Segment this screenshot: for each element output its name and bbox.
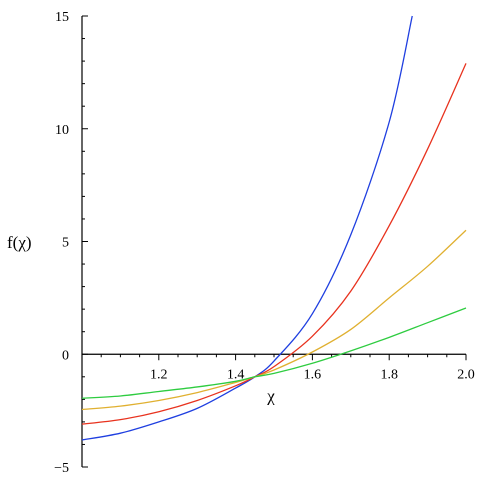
y-tick-label: 10 (55, 123, 69, 138)
x-tick-label: 2.0 (457, 367, 475, 382)
x-tick-label: 1.8 (380, 367, 398, 382)
series-line-1 (81, 15, 413, 441)
series-line-2 (81, 63, 467, 425)
y-axis-label: f(χ) (7, 233, 32, 252)
x-axis-label: χ (266, 386, 275, 405)
x-tick-label: 1.4 (227, 367, 245, 382)
x-tick-label: 1.6 (304, 367, 322, 382)
x-tick-label: 1.2 (150, 367, 168, 382)
y-tick-label: 15 (55, 10, 69, 25)
y-tick-label: 0 (62, 348, 69, 363)
y-tick-label: −5 (54, 461, 69, 476)
axes (81, 15, 467, 468)
series-layer (81, 15, 467, 441)
labels: −5 0 5 10 15 1.2 1.4 1.6 1.8 2.0 χ f(χ) (7, 10, 475, 476)
series-line-3 (81, 229, 467, 411)
y-tick-label: 5 (62, 236, 69, 251)
series-line-4 (81, 307, 467, 399)
